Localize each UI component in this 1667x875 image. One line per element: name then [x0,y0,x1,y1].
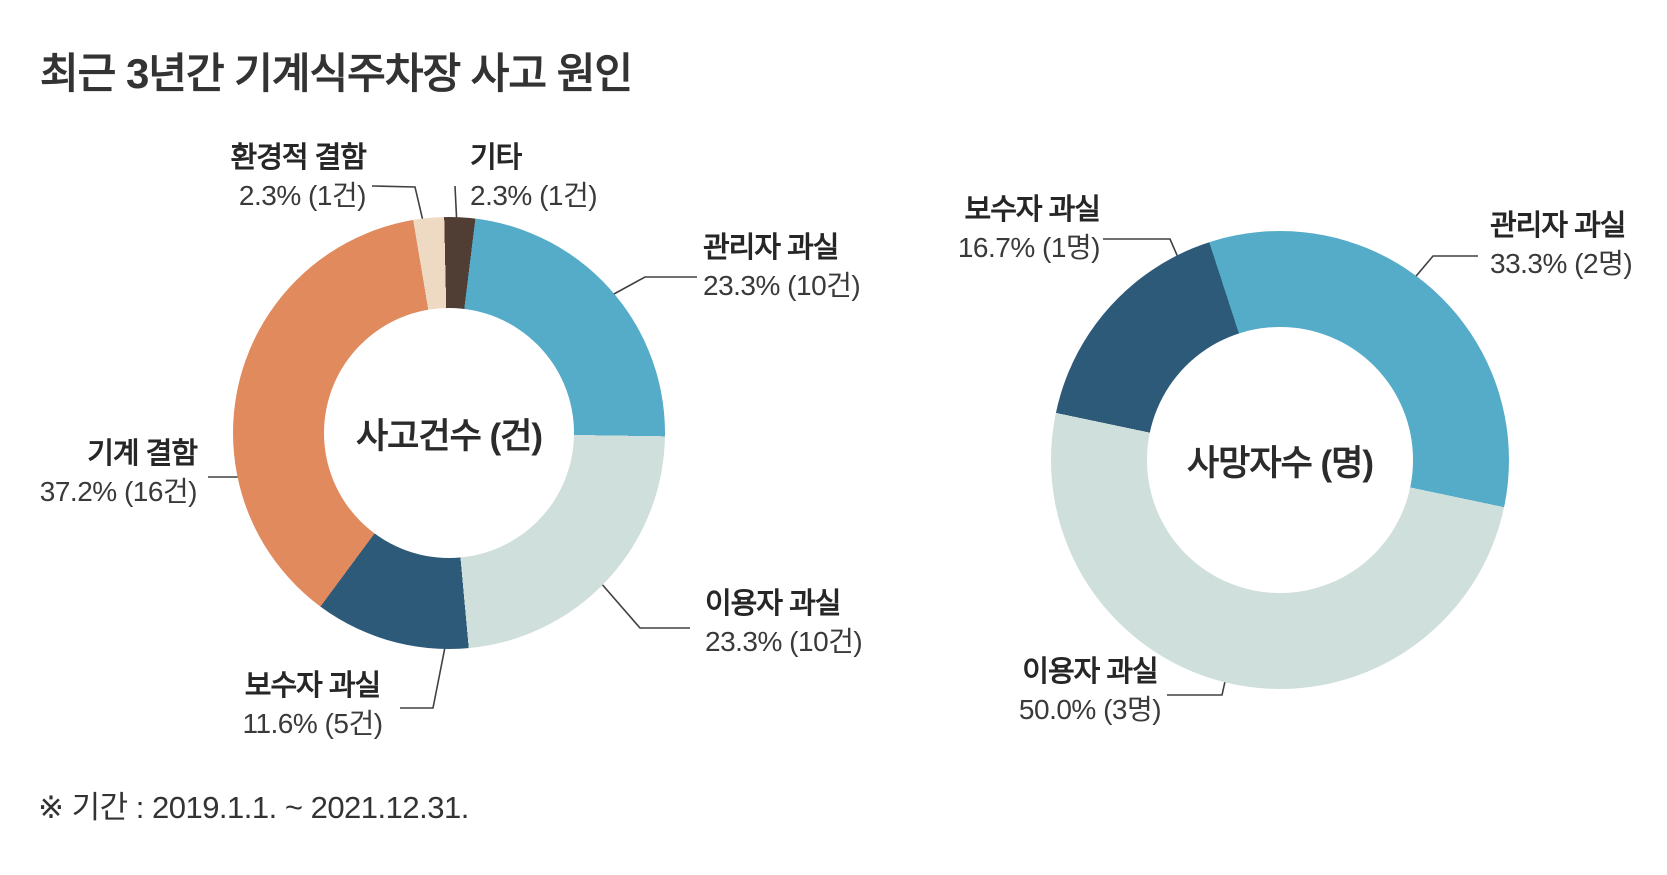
segment-label-maintainer-left: 보수자 과실 11.6% (5건) [230,672,395,738]
donut-hole [323,307,575,559]
segment-name: 보수자 과실 [244,670,381,702]
donut-death-count: 사망자수 (명) [1051,231,1509,689]
segment-value: 11.6% (5건) [242,708,383,739]
segment-label-manager-right: 관리자 과실 33.3% (2명) [1490,210,1633,279]
segment-value: 2.3% (1건) [238,180,367,211]
donut-accident-count: 사고건수 (건) [233,217,665,649]
segment-value: 33.3% (2명) [1490,248,1633,279]
segment-label-user-left: 이용자 과실 23.3% (10건) [705,588,863,657]
donut-hole [1147,327,1413,593]
chart-title: 최근 3년간 기계식주차장 사고 원인 [40,50,633,97]
leader-line-maintainer-left [400,641,447,709]
segment-label-user-right: 이용자 과실 50.0% (3명) [1005,658,1175,724]
segment-name: 환경적 결함 [230,142,367,174]
period-footnote: ※ 기간 : 2019.1.1. ~ 2021.12.31. [38,790,469,825]
segment-value: 37.2% (16건) [39,476,198,507]
segment-name: 관리자 과실 [1490,210,1626,242]
segment-name: 이용자 과실 [1022,656,1158,688]
donut-center-label-deaths: 사망자수 (명) [1186,443,1374,483]
segment-label-environment-defect: 환경적 결함 2.3% (1건) [230,142,367,211]
donut-center-label-accidents: 사고건수 (건) [355,416,543,456]
segment-label-etc: 기타 2.3% (1건) [470,142,598,211]
segment-value: 2.3% (1건) [470,180,598,211]
segment-label-maintainer-right: 보수자 과실 16.7% (1명) [957,194,1101,263]
segment-value: 16.7% (1명) [957,232,1101,263]
segment-value: 50.0% (3명) [1018,694,1162,725]
segment-name: 기타 [470,142,522,174]
segment-label-machine-defect: 기계 결함 37.2% (16건) [39,438,198,507]
segment-name: 보수자 과실 [964,194,1101,226]
segment-label-manager-left: 관리자 과실 23.3% (10건) [703,232,861,301]
segment-value: 23.3% (10건) [703,270,861,301]
segment-name: 이용자 과실 [705,588,841,620]
segment-name: 기계 결함 [87,438,198,470]
segment-value: 23.3% (10건) [705,626,863,657]
segment-name: 관리자 과실 [703,232,839,264]
